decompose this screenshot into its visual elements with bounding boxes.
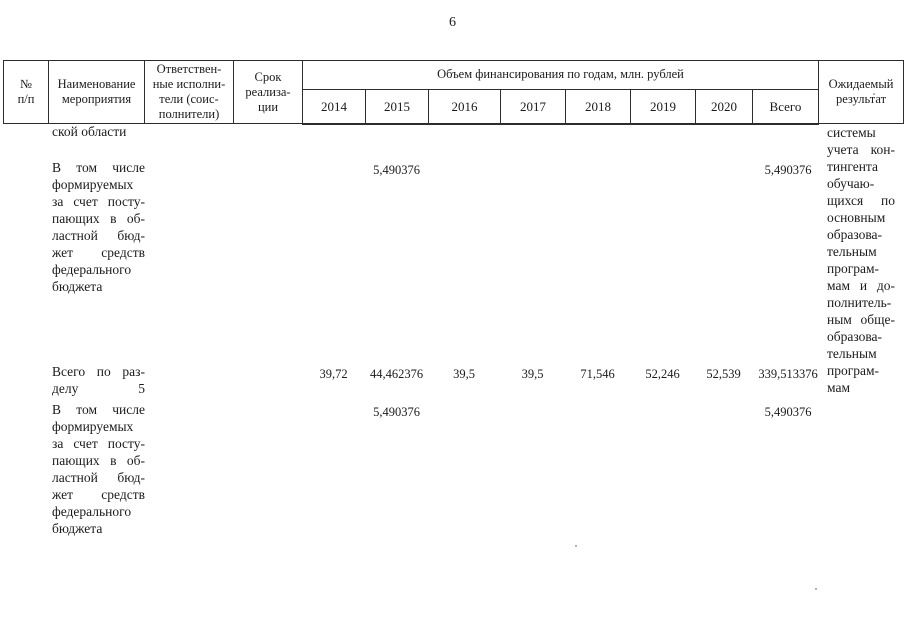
cell-included-1-2015: 5,490376 xyxy=(373,163,420,177)
cell-included-2-label: В том числе формируемых за счет посту- п… xyxy=(52,402,145,536)
cell-section-total-2016: 39,5 xyxy=(453,367,475,381)
header-cell-term: Срок реализа- ции xyxy=(233,60,303,124)
header-cell-year-2019: 2019 xyxy=(630,88,696,125)
cell-section-total-2014: 39,72 xyxy=(319,367,348,381)
scan-speck xyxy=(575,545,577,547)
cell-section-total-label: Всего по раз- делу 5 xyxy=(52,364,145,396)
cell-included-1-label: В том числе формируемых за счет посту- п… xyxy=(52,160,145,294)
cell-section-total-2018: 71,546 xyxy=(580,367,615,381)
header-cell-year-total: Всего xyxy=(752,88,819,125)
header-cell-year-2020: 2020 xyxy=(695,88,753,125)
scan-speck xyxy=(873,93,875,95)
cell-included-1-total: 5,490376 xyxy=(764,163,812,177)
header-cell-finance-group: Объем финансирования по годам, млн. рубл… xyxy=(302,60,819,90)
page-number: 6 xyxy=(449,15,456,30)
header-cell-activity-name: Наименование мероприятия xyxy=(48,60,145,124)
header-cell-year-2017: 2017 xyxy=(500,88,566,125)
cell-section-total-2020: 52,539 xyxy=(706,367,741,381)
cell-included-2-total: 5,490376 xyxy=(764,405,812,419)
header-cell-expected-result: Ожидаемый результат xyxy=(818,60,904,124)
header-cell-year-2018: 2018 xyxy=(565,88,631,125)
cell-section-total-2019: 52,246 xyxy=(645,367,680,381)
scan-speck xyxy=(815,588,817,590)
cell-expected-result-text: системы учета кон- тингента обучаю- щихс… xyxy=(827,125,895,395)
header-cell-year-2014: 2014 xyxy=(302,88,366,125)
header-cell-executors: Ответствен- ные исполни- тели (соис- пол… xyxy=(144,60,234,124)
cell-section-total-2015: 44,462376 xyxy=(369,367,424,381)
header-cell-number: № п/п xyxy=(3,60,49,124)
header-cell-year-2015: 2015 xyxy=(365,88,429,125)
cell-activity-continuation: ской области xyxy=(52,124,127,139)
header-cell-year-2016: 2016 xyxy=(428,88,501,125)
cell-section-total-total: 339,513376 xyxy=(758,367,818,381)
finance-table-header: № п/п Наименование мероприятия Ответстве… xyxy=(3,60,904,125)
cell-section-total-2017: 39,5 xyxy=(521,367,544,381)
cell-included-2-2015: 5,490376 xyxy=(373,405,420,419)
